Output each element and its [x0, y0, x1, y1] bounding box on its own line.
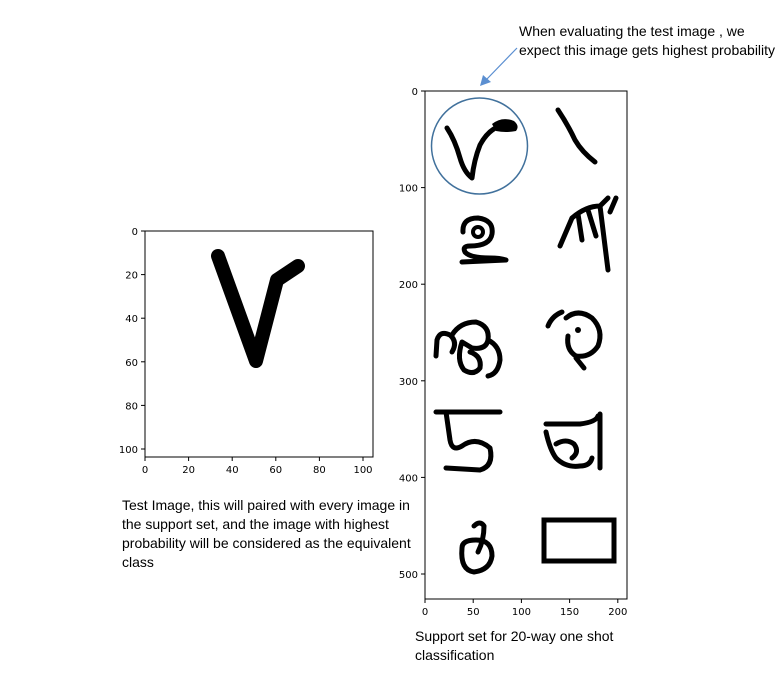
test-image-x-axis: 0 20 40 60 80 100 [142, 457, 373, 476]
support-y-tick-label: 100 [399, 184, 418, 195]
support-x-tick-label: 150 [560, 607, 579, 618]
test-y-tick-label: 20 [125, 271, 138, 282]
test-image-glyph [211, 249, 305, 368]
support-glyph-3 [459, 215, 509, 265]
support-x-axis: 0 50 100 150 200 [422, 599, 627, 618]
test-image-panel: 0 20 40 60 80 100 0 20 40 60 80 100 [119, 227, 374, 476]
support-set-caption: Support set for 20-way one shot classifi… [415, 628, 614, 663]
support-glyph-2 [555, 107, 598, 165]
support-x-tick-label: 100 [512, 607, 531, 618]
test-x-tick-label: 100 [353, 465, 372, 476]
support-x-tick-label: 50 [467, 607, 480, 618]
support-glyph-8 [543, 411, 603, 471]
test-y-tick-label: 60 [125, 358, 138, 369]
annotation-arrow [480, 47, 518, 86]
test-y-tick-label: 100 [119, 445, 138, 456]
test-x-tick-label: 0 [142, 465, 148, 476]
support-glyph-7 [433, 409, 503, 473]
highlight-circle [430, 97, 529, 195]
test-x-tick-label: 80 [313, 465, 326, 476]
support-glyph-4 [557, 195, 619, 273]
test-image-y-axis: 0 20 40 60 80 100 [119, 227, 145, 456]
test-image-caption: Test Image, this will paired with every … [122, 497, 411, 570]
test-y-tick-label: 0 [132, 227, 138, 238]
support-y-tick-label: 300 [399, 377, 418, 388]
support-glyph-1 [444, 119, 518, 181]
support-y-axis: 0 100 200 300 400 500 [399, 87, 425, 581]
test-x-tick-label: 40 [226, 465, 239, 476]
annotation-text: When evaluating the test image , we expe… [519, 23, 776, 58]
support-x-tick-label: 0 [422, 607, 428, 618]
support-y-tick-label: 200 [399, 280, 418, 291]
test-x-tick-label: 60 [269, 465, 282, 476]
test-y-tick-label: 80 [125, 401, 138, 412]
test-y-tick-label: 40 [125, 314, 138, 325]
support-set-panel: 0 50 100 150 200 0 100 200 300 400 500 [399, 87, 628, 618]
support-x-tick-label: 200 [608, 607, 627, 618]
support-y-tick-label: 0 [412, 87, 418, 98]
support-y-tick-label: 400 [399, 473, 418, 484]
support-glyph-9 [459, 520, 495, 575]
support-glyph-5 [433, 319, 503, 379]
support-glyph-6 [545, 309, 603, 371]
support-y-tick-label: 500 [399, 570, 418, 581]
test-x-tick-label: 20 [182, 465, 195, 476]
support-glyph-10 [541, 517, 617, 564]
